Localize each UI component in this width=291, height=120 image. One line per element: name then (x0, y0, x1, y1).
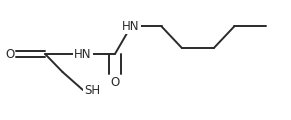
Text: O: O (110, 76, 120, 89)
Text: HN: HN (122, 20, 140, 33)
Text: SH: SH (84, 84, 100, 96)
Text: HN: HN (74, 48, 92, 60)
Text: O: O (5, 48, 15, 60)
